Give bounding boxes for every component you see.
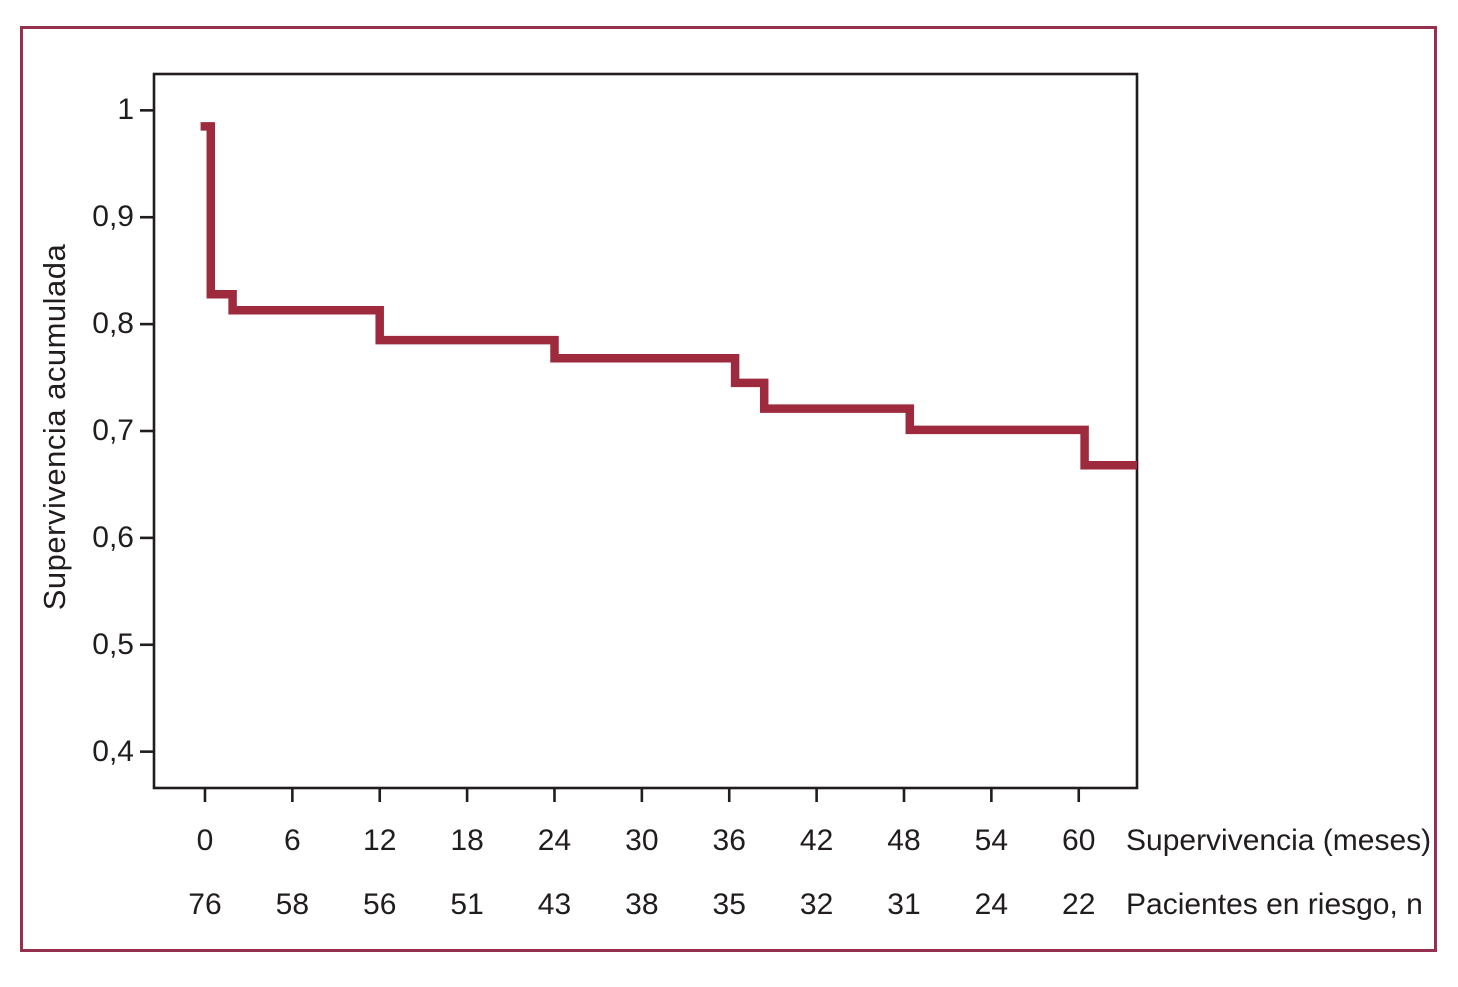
y-tick-label: 0,8 xyxy=(92,307,134,341)
x-tick-label: 54 xyxy=(974,824,1009,857)
x-tick-label: 60 xyxy=(1062,824,1096,857)
survival-curve-svg xyxy=(140,72,1139,802)
risk-count: 38 xyxy=(625,888,659,921)
risk-count: 51 xyxy=(450,888,484,921)
y-tick-label: 0,6 xyxy=(92,520,134,554)
figure-frame: Supervivencia acumulada 1 0,9 0,8 0,7 0,6 0,5… xyxy=(20,26,1437,952)
risk-count: 58 xyxy=(275,888,310,921)
risk-row-label: Pacientes en riesgo, n xyxy=(1126,888,1423,921)
risk-count: 35 xyxy=(712,888,746,921)
y-tick-label: 0,5 xyxy=(92,627,134,661)
y-tick-label: 1 xyxy=(117,93,134,127)
y-tick-label: 0,4 xyxy=(92,734,134,768)
x-tick-label: 30 xyxy=(625,824,659,857)
risk-count: 43 xyxy=(537,888,572,921)
y-tick-label: 0,9 xyxy=(92,200,134,234)
x-tick-label: 42 xyxy=(799,824,834,857)
risk-count: 56 xyxy=(363,888,397,921)
plot-area xyxy=(140,72,1139,802)
y-tick-label: 0,7 xyxy=(92,414,134,447)
risk-count: 24 xyxy=(974,888,1009,921)
x-tick-label: 6 xyxy=(284,824,301,857)
risk-count: 76 xyxy=(188,888,222,921)
x-axis-title: Supervivencia (meses) xyxy=(1126,824,1432,857)
x-tick-label: 12 xyxy=(363,824,397,857)
survival-step-curve xyxy=(200,122,1137,470)
x-tick-label: 24 xyxy=(537,824,572,857)
risk-count: 31 xyxy=(887,888,921,921)
risk-count: 32 xyxy=(799,888,834,921)
risk-count: 22 xyxy=(1062,888,1096,921)
x-tick-label: 36 xyxy=(712,824,746,857)
x-tick-label: 18 xyxy=(450,824,484,857)
x-tick-label: 48 xyxy=(887,824,921,857)
x-tick-label: 0 xyxy=(196,824,214,857)
